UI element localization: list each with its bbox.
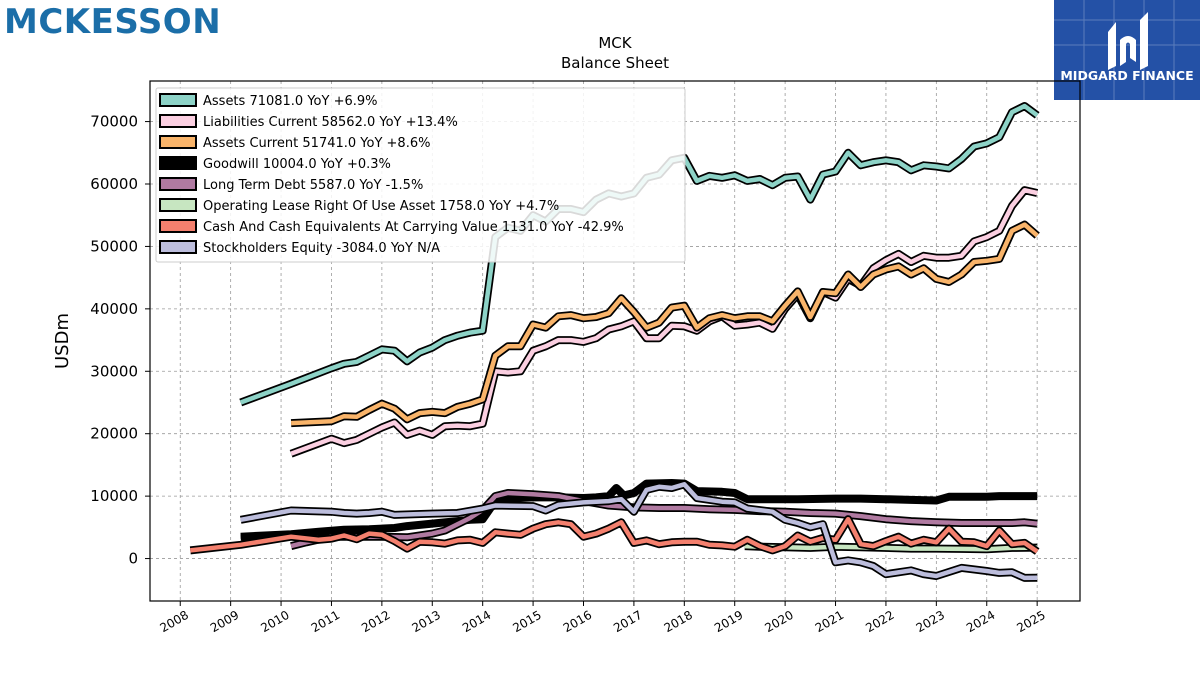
series-line-stockholders-equity xyxy=(240,482,1038,581)
x-tick-label: 2012 xyxy=(359,608,392,635)
series-lines xyxy=(189,102,1040,582)
series-line-cash-and-cash-equivalents-at-carrying-value xyxy=(190,516,1039,554)
company-logo-text: MCKESSON xyxy=(4,2,222,42)
mckesson-logo: MCKESSON xyxy=(4,2,221,42)
x-tick-label: 2009 xyxy=(208,608,241,635)
x-tick-label: 2024 xyxy=(964,608,997,635)
legend-swatch xyxy=(159,198,197,212)
midgard-finance-logo: MIDGARD FINANCE xyxy=(1054,0,1200,100)
x-tick-label: 2023 xyxy=(914,608,947,635)
x-tick-label: 2011 xyxy=(309,608,342,635)
legend-entry: Cash And Cash Equivalents At Carrying Va… xyxy=(203,220,624,235)
x-tick-label: 2019 xyxy=(712,608,745,635)
legend-swatch xyxy=(159,156,197,170)
x-tick-label: 2016 xyxy=(561,608,594,635)
x-tick-label: 2010 xyxy=(258,608,291,635)
legend-swatch xyxy=(159,93,197,107)
legend-entry: Assets Current 51741.0 YoY +8.6% xyxy=(203,136,430,151)
x-tick-label: 2018 xyxy=(662,608,695,635)
x-tick-label: 2014 xyxy=(460,608,493,635)
legend-entry: Assets 71081.0 YoY +6.9% xyxy=(203,94,378,109)
y-tick-label: 70000 xyxy=(90,113,138,131)
y-tick-label: 40000 xyxy=(90,300,138,318)
legend-entry: Long Term Debt 5587.0 YoY -1.5% xyxy=(203,178,423,193)
legend-entry: Goodwill 10004.0 YoY +0.3% xyxy=(203,157,391,172)
chart-title: MCK xyxy=(598,34,632,52)
y-axis-label: USDm xyxy=(52,313,73,369)
legend: Assets 71081.0 YoY +6.9% Liabilities Curr… xyxy=(155,87,686,263)
series-line-liabilities-current xyxy=(290,187,1038,456)
plot-frame xyxy=(149,80,1081,602)
midgard-finance-label: MIDGARD FINANCE xyxy=(1060,68,1194,83)
legend-box xyxy=(155,87,686,263)
legend-entry: Operating Lease Right Of Use Asset 1758.… xyxy=(203,199,559,214)
y-tick-label: 20000 xyxy=(90,425,138,443)
legend-entry: Stockholders Equity -3084.0 YoY N/A xyxy=(203,241,440,256)
x-tick-label: 2015 xyxy=(510,608,543,635)
x-tick-label: 2020 xyxy=(762,608,795,635)
x-tick-label: 2021 xyxy=(813,608,846,635)
legend-swatch xyxy=(159,114,197,128)
x-tick-label: 2008 xyxy=(158,608,191,635)
x-tick-label: 2022 xyxy=(863,608,896,635)
legend-entry: Liabilities Current 58562.0 YoY +13.4% xyxy=(203,115,458,130)
y-tick-label: 50000 xyxy=(90,237,138,255)
legend-swatch xyxy=(159,219,197,233)
series-line-goodwill xyxy=(240,480,1038,539)
y-tick-label: 30000 xyxy=(90,362,138,380)
legend-swatch xyxy=(159,240,197,254)
y-tick-label: 10000 xyxy=(90,487,138,505)
legend-swatch xyxy=(159,135,197,149)
midgard-emblem-icon xyxy=(1054,0,1200,100)
legend-swatch xyxy=(159,177,197,191)
x-tick-label: 2013 xyxy=(410,608,443,635)
series-line-assets-current xyxy=(290,222,1039,426)
series-line-long-term-debt xyxy=(290,490,1038,549)
y-tick-label: 60000 xyxy=(90,175,138,193)
x-tick-label: 2025 xyxy=(1014,608,1047,635)
x-tick-label: 2017 xyxy=(611,608,644,635)
y-tick-label: 0 xyxy=(128,550,138,568)
chart-subtitle: Balance Sheet xyxy=(561,54,669,72)
